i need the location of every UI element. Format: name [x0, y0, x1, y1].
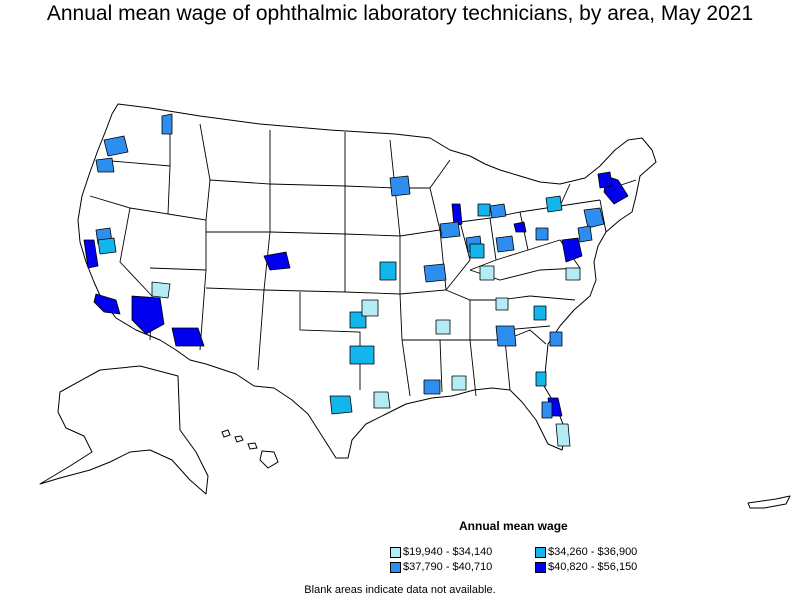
- area-new-orleans: [423, 379, 441, 395]
- hawaii: [221, 429, 279, 469]
- legend-swatch-1: [390, 547, 401, 558]
- area-knoxville: [495, 297, 509, 311]
- area-raleigh: [533, 305, 547, 321]
- legend-label-3: $37,790 - $40,710: [403, 561, 493, 573]
- legend-title: Annual mean wage: [459, 519, 568, 533]
- area-milwaukee: [477, 203, 491, 217]
- contiguous-us: [77, 103, 657, 459]
- puerto-rico: [747, 495, 791, 509]
- alaska: [39, 365, 209, 495]
- area-atlanta: [495, 325, 517, 347]
- area-jacksonville: [535, 371, 547, 387]
- area-seattle: [103, 135, 129, 157]
- area-sacramento: [97, 237, 117, 255]
- area-baltimore-washington: [561, 237, 583, 263]
- area-pittsburgh: [535, 227, 549, 241]
- area-new-york: [583, 207, 605, 229]
- legend-swatch-2: [535, 547, 546, 558]
- area-columbus: [495, 235, 515, 253]
- legend-label-1: $19,940 - $34,140: [403, 546, 493, 558]
- area-orlando: [555, 423, 571, 447]
- no-data-note: Blank areas indicate data not available.: [304, 584, 496, 596]
- area-san-antonio: [329, 395, 353, 415]
- area-st-louis: [439, 221, 461, 239]
- area-detroit: [489, 203, 507, 219]
- area-denver: [263, 251, 291, 271]
- legend-label-4: $40,820 - $56,150: [548, 561, 638, 573]
- area-hartford: [597, 171, 613, 189]
- state-borders: [89, 122, 637, 397]
- wage-areas: [83, 113, 629, 447]
- area-tucson: [171, 327, 205, 347]
- legend-swatch-3: [390, 562, 401, 573]
- area-cleveland: [513, 221, 527, 233]
- map-title: Annual mean wage of ophthalmic laborator…: [46, 2, 754, 25]
- area-nashville: [469, 243, 485, 259]
- area-louisville: [479, 265, 495, 281]
- area-albuquerque: [151, 281, 171, 299]
- area-mobile: [451, 375, 467, 391]
- area-memphis: [435, 319, 451, 335]
- area-tulsa: [361, 299, 379, 317]
- area-albany: [545, 195, 563, 213]
- area-richmond: [565, 267, 581, 281]
- area-philadelphia: [577, 225, 593, 243]
- area-spokane: [161, 113, 173, 135]
- area-phoenix: [131, 295, 165, 335]
- area-kansas-city: [423, 263, 447, 283]
- area-chicago: [451, 203, 463, 227]
- legend-swatch-4: [535, 562, 546, 573]
- area-houston: [373, 391, 391, 409]
- area-portland: [95, 157, 115, 173]
- area-wichita: [379, 261, 397, 281]
- area-dallas: [349, 345, 375, 365]
- area-miami: [541, 401, 553, 419]
- area-los-angeles: [93, 293, 121, 315]
- legend-label-2: $34,260 - $36,900: [548, 546, 638, 558]
- area-minneapolis: [389, 175, 411, 197]
- area-charlotte: [549, 331, 563, 347]
- area-san-francisco: [83, 239, 99, 269]
